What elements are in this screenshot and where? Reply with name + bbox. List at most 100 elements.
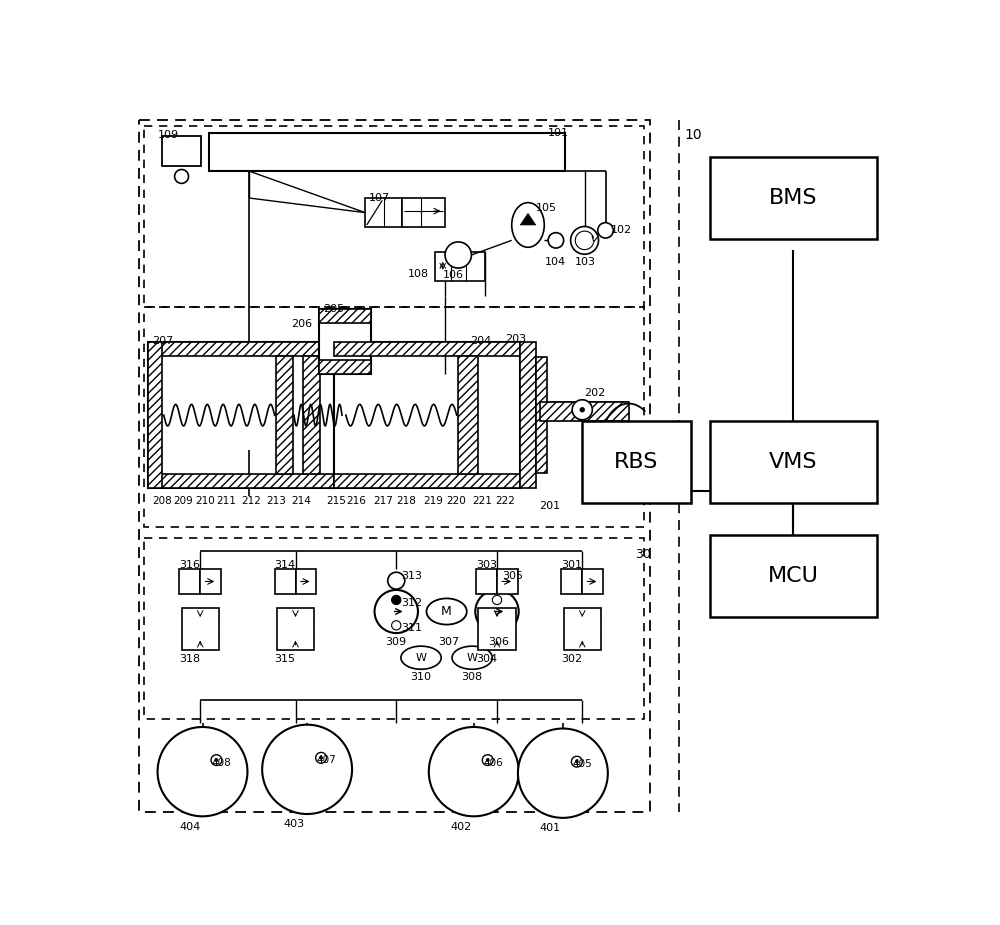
Bar (561, 569, 582, 594)
Bar (536, 357, 547, 473)
Circle shape (392, 596, 401, 605)
Text: 406: 406 (483, 758, 503, 768)
Circle shape (488, 573, 506, 589)
Text: 101: 101 (547, 128, 568, 138)
Circle shape (158, 727, 247, 817)
Text: 218: 218 (396, 496, 416, 506)
Text: MCU: MCU (768, 566, 819, 586)
Bar (275, 569, 296, 594)
Circle shape (571, 227, 599, 254)
Circle shape (482, 755, 493, 766)
Bar (200, 569, 221, 594)
Text: 405: 405 (572, 759, 592, 770)
Text: 312: 312 (402, 598, 423, 608)
Bar (303, 356, 320, 475)
Circle shape (572, 400, 592, 420)
Text: 103: 103 (574, 257, 596, 267)
Bar (458, 356, 478, 475)
Bar (564, 608, 601, 650)
Ellipse shape (401, 647, 441, 670)
Circle shape (445, 242, 471, 268)
Text: VMS: VMS (769, 451, 818, 472)
Text: 10: 10 (685, 128, 702, 142)
Text: 404: 404 (179, 821, 200, 832)
Text: 215: 215 (326, 496, 346, 506)
Circle shape (320, 757, 323, 759)
Text: 401: 401 (540, 823, 561, 833)
Text: 310: 310 (410, 672, 431, 682)
Bar (162, 136, 201, 166)
Text: 221: 221 (472, 496, 492, 506)
Polygon shape (520, 214, 536, 225)
Text: 306: 306 (488, 637, 509, 647)
Circle shape (175, 169, 189, 183)
Bar (497, 569, 518, 594)
Text: 304: 304 (476, 654, 497, 664)
Bar (148, 342, 334, 356)
Text: 207: 207 (152, 336, 173, 346)
Bar (319, 309, 371, 323)
Bar (209, 132, 565, 171)
Bar (334, 342, 520, 356)
Bar (582, 421, 691, 503)
Text: 109: 109 (158, 130, 179, 141)
Ellipse shape (512, 203, 544, 247)
Text: 204: 204 (470, 336, 491, 346)
Text: 208: 208 (152, 496, 172, 506)
Bar (148, 475, 334, 488)
Text: 107: 107 (369, 193, 390, 204)
Bar (478, 608, 516, 650)
Circle shape (598, 223, 613, 238)
Text: 205: 205 (323, 303, 344, 314)
Text: 203: 203 (505, 334, 526, 344)
Text: 216: 216 (346, 496, 366, 506)
Text: 105: 105 (536, 204, 557, 214)
Circle shape (486, 758, 489, 761)
Text: 314: 314 (275, 560, 296, 570)
Bar (179, 569, 200, 594)
Text: 220: 220 (447, 496, 466, 506)
Bar (710, 535, 877, 617)
Bar (148, 342, 162, 488)
Bar (144, 538, 644, 720)
Text: 106: 106 (443, 270, 464, 280)
Circle shape (215, 758, 218, 761)
Text: 303: 303 (476, 560, 497, 570)
Bar (402, 198, 445, 228)
Text: RBS: RBS (614, 451, 659, 472)
Text: 104: 104 (545, 257, 566, 267)
Circle shape (392, 621, 401, 630)
Bar (540, 402, 629, 421)
Text: 206: 206 (292, 319, 313, 329)
Text: 308: 308 (461, 672, 482, 682)
Text: 309: 309 (385, 637, 407, 647)
Text: 108: 108 (408, 269, 429, 278)
Bar (365, 198, 402, 228)
Bar (710, 421, 877, 503)
Text: 302: 302 (561, 654, 582, 664)
Bar (334, 342, 520, 488)
Bar (520, 342, 536, 488)
Text: 211: 211 (216, 496, 236, 506)
Text: 214: 214 (292, 496, 312, 506)
Bar (710, 157, 877, 240)
Circle shape (375, 590, 418, 633)
Bar (182, 608, 219, 650)
Circle shape (388, 573, 405, 589)
Text: 311: 311 (402, 623, 423, 633)
Text: 403: 403 (284, 820, 305, 830)
Bar (435, 252, 485, 281)
Bar (148, 342, 334, 488)
Circle shape (580, 407, 585, 412)
Text: M: M (441, 605, 452, 618)
Ellipse shape (426, 598, 467, 624)
Bar (319, 309, 371, 375)
Text: 301: 301 (561, 560, 582, 570)
Circle shape (211, 755, 222, 766)
Circle shape (475, 590, 519, 633)
Text: 201: 201 (540, 501, 561, 512)
Bar (144, 127, 644, 307)
Text: 210: 210 (195, 496, 214, 506)
Text: 213: 213 (266, 496, 286, 506)
Circle shape (492, 596, 502, 605)
